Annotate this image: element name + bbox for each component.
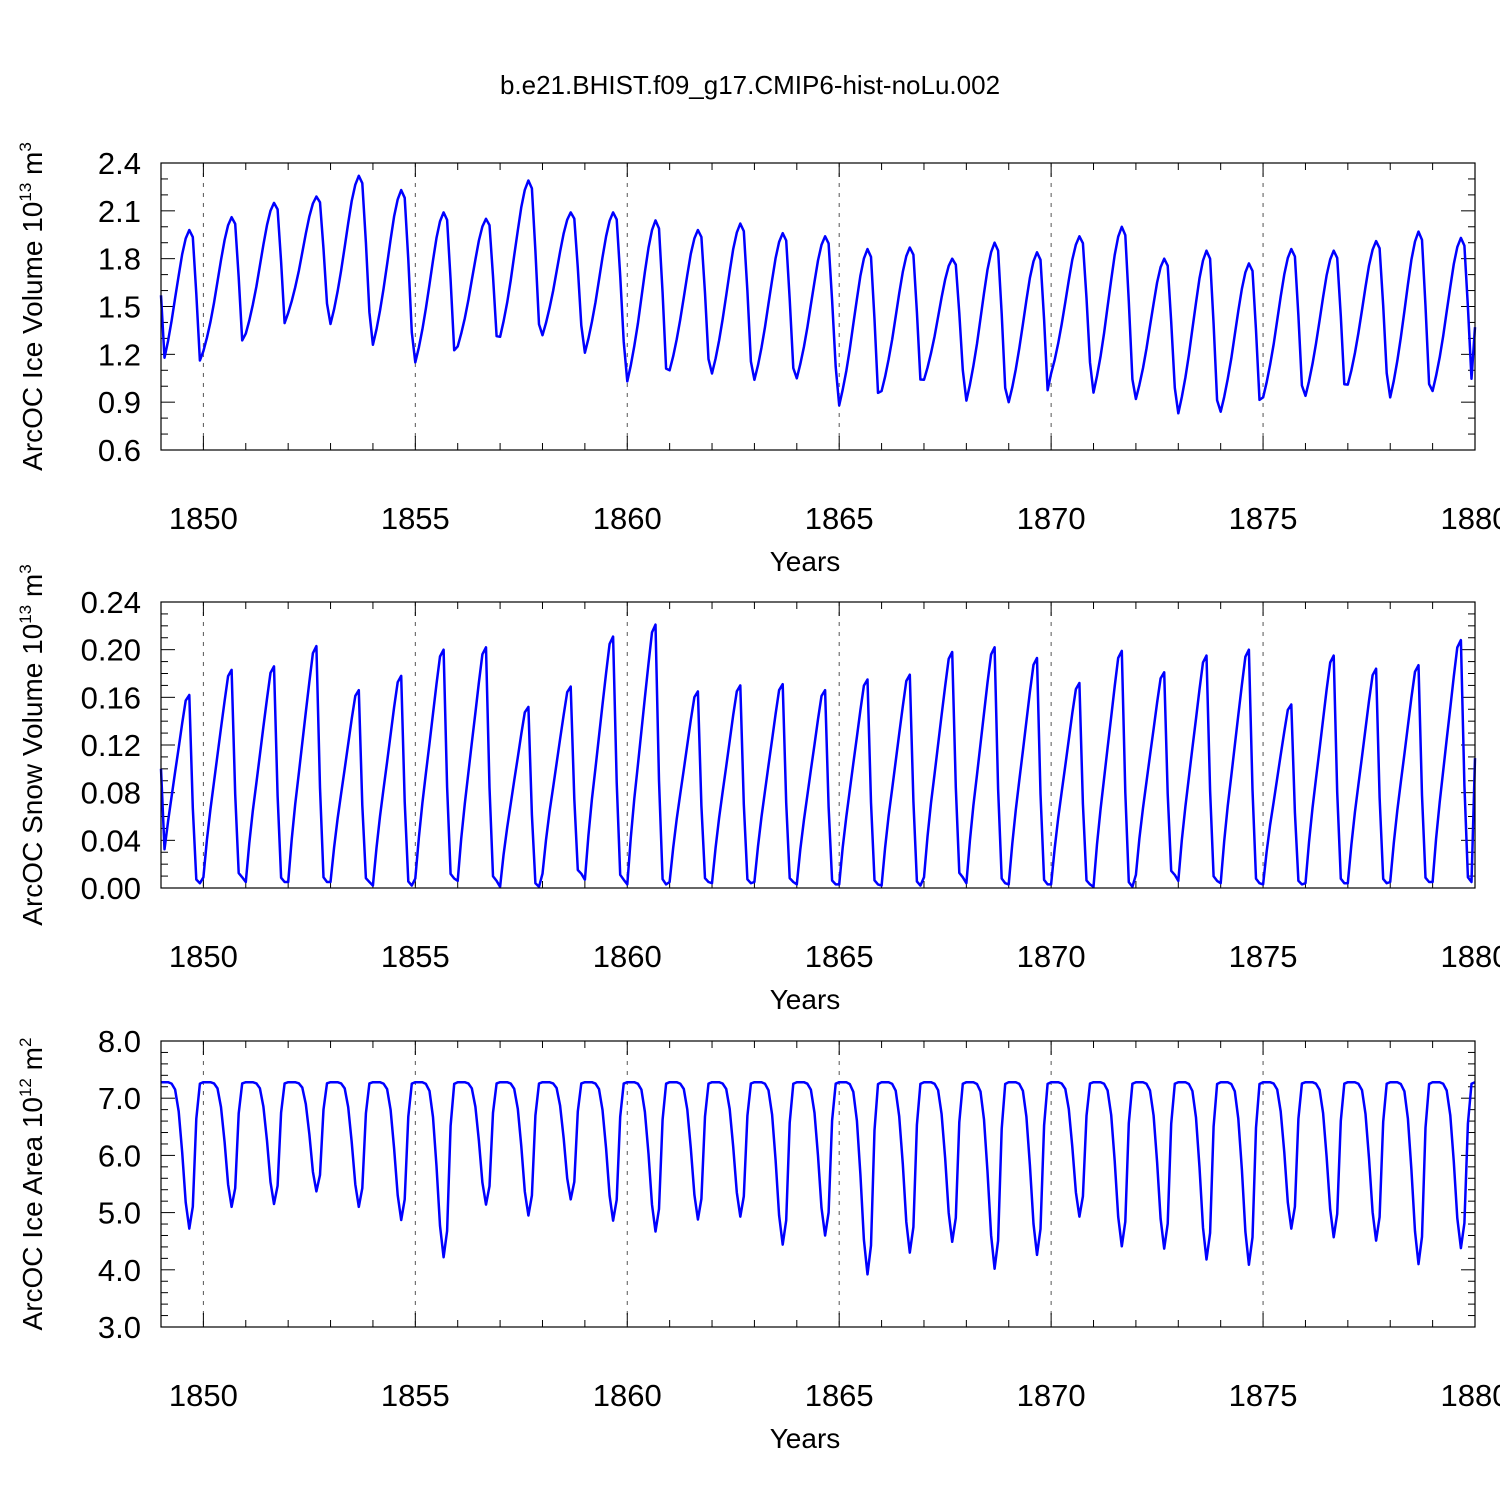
- x-tick-label: 1865: [805, 1378, 874, 1413]
- x-tick-label: 1855: [381, 1378, 450, 1413]
- snow-volume-panel: 0.00 0.04 0.08 0.12 0.16 0.20 0.24 1850 1855 1860…: [16, 564, 1500, 1015]
- y-axis-label: ArcOC Snow Volume 1013 m3: [16, 564, 48, 925]
- y-tick-label: 0.20: [81, 633, 141, 668]
- plot-frame: [160, 1040, 1476, 1328]
- y-tick-label: 0.6: [98, 433, 141, 468]
- y-tick-label: 1.2: [98, 337, 141, 372]
- y-tick-label: 0.24: [81, 585, 141, 620]
- y-tick-label: 5.0: [98, 1196, 141, 1231]
- x-tick-label: 1880: [1441, 939, 1500, 974]
- ice-area-panel: 3.0 4.0 5.0 6.0 7.0 8.0 1850 1855 1860 1865 1870 18…: [16, 1024, 1500, 1454]
- x-axis-label: Years: [770, 984, 841, 1015]
- x-tick-label: 1870: [1017, 939, 1086, 974]
- y-tick-label: 2.4: [98, 146, 141, 181]
- y-tick-label: 3.0: [98, 1310, 141, 1345]
- ice-area-series-line: [161, 1080, 1476, 1276]
- x-tick-label: 1850: [169, 1378, 238, 1413]
- y-tick-label: 1.8: [98, 242, 141, 277]
- x-tick-label: 1875: [1229, 501, 1298, 536]
- x-axis-label: Years: [770, 546, 841, 577]
- chart-title: b.e21.BHIST.f09_g17.CMIP6-hist-noLu.002: [499, 70, 1001, 100]
- y-tick-label: 0.12: [81, 728, 141, 763]
- y-tick-label: 0.08: [81, 776, 141, 811]
- y-axis-label: ArcOC Ice Area 1012 m2: [16, 1038, 48, 1331]
- x-tick-label: 1870: [1017, 1378, 1086, 1413]
- y-tick-label: 7.0: [98, 1081, 141, 1116]
- y-tick-label: 0.9: [98, 385, 141, 420]
- y-axis-label: ArcOC Ice Volume 1013 m3: [16, 142, 48, 471]
- x-tick-label: 1865: [805, 501, 874, 536]
- x-tick-label: 1875: [1229, 1378, 1298, 1413]
- x-tick-label: 1860: [593, 939, 662, 974]
- y-tick-label: 0.16: [81, 680, 141, 715]
- x-tick-label: 1850: [169, 501, 238, 536]
- x-tick-label: 1880: [1441, 1378, 1500, 1413]
- y-tick-label: 4.0: [98, 1253, 141, 1288]
- y-tick-label: 0.04: [81, 823, 141, 858]
- x-tick-label: 1860: [593, 501, 662, 536]
- x-tick-label: 1875: [1229, 939, 1298, 974]
- ice-volume-series-line: [159, 174, 1477, 415]
- ice-volume-panel: 0.6 0.9 1.2 1.5 1.8 2.1 2.4 1850 1855 1860 1865 187…: [16, 142, 1500, 577]
- y-tick-label: 8.0: [98, 1024, 141, 1059]
- y-tick-label: 0.00: [81, 871, 141, 906]
- x-tick-label: 1860: [593, 1378, 662, 1413]
- y-tick-label: 1.5: [98, 290, 141, 325]
- y-tick-label: 6.0: [98, 1138, 141, 1173]
- y-tick-label: 2.1: [98, 194, 141, 229]
- x-tick-label: 1855: [381, 939, 450, 974]
- snow-volume-series-line: [159, 623, 1477, 889]
- plot-frame: [160, 601, 1476, 889]
- x-tick-label: 1880: [1441, 501, 1500, 536]
- x-tick-label: 1870: [1017, 501, 1086, 536]
- x-tick-label: 1855: [381, 501, 450, 536]
- plot-frame: [160, 162, 1476, 451]
- x-axis-label: Years: [770, 1423, 841, 1454]
- x-tick-label: 1850: [169, 939, 238, 974]
- x-tick-label: 1865: [805, 939, 874, 974]
